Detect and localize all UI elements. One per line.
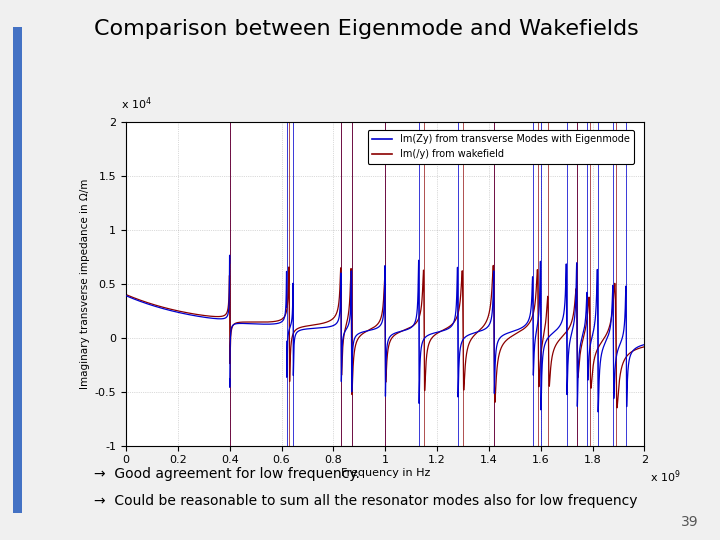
Text: →  Good agreement for low frequency.: → Good agreement for low frequency.	[94, 467, 359, 481]
Text: Comparison between Eigenmode and Wakefields: Comparison between Eigenmode and Wakefie…	[94, 19, 639, 39]
Text: 39: 39	[681, 515, 698, 529]
Legend: Im(Zy) from transverse Modes with Eigenmode, Im(/y) from wakefield: Im(Zy) from transverse Modes with Eigenm…	[367, 130, 634, 164]
Text: x 10$^4$: x 10$^4$	[121, 95, 152, 112]
Text: →  Could be reasonable to sum all the resonator modes also for low frequency: → Could be reasonable to sum all the res…	[94, 494, 637, 508]
Text: x 10$^9$: x 10$^9$	[649, 468, 680, 485]
X-axis label: Frequency in Hz: Frequency in Hz	[341, 468, 430, 478]
Y-axis label: Imaginary transverse impedance in Ω/m: Imaginary transverse impedance in Ω/m	[81, 178, 91, 389]
